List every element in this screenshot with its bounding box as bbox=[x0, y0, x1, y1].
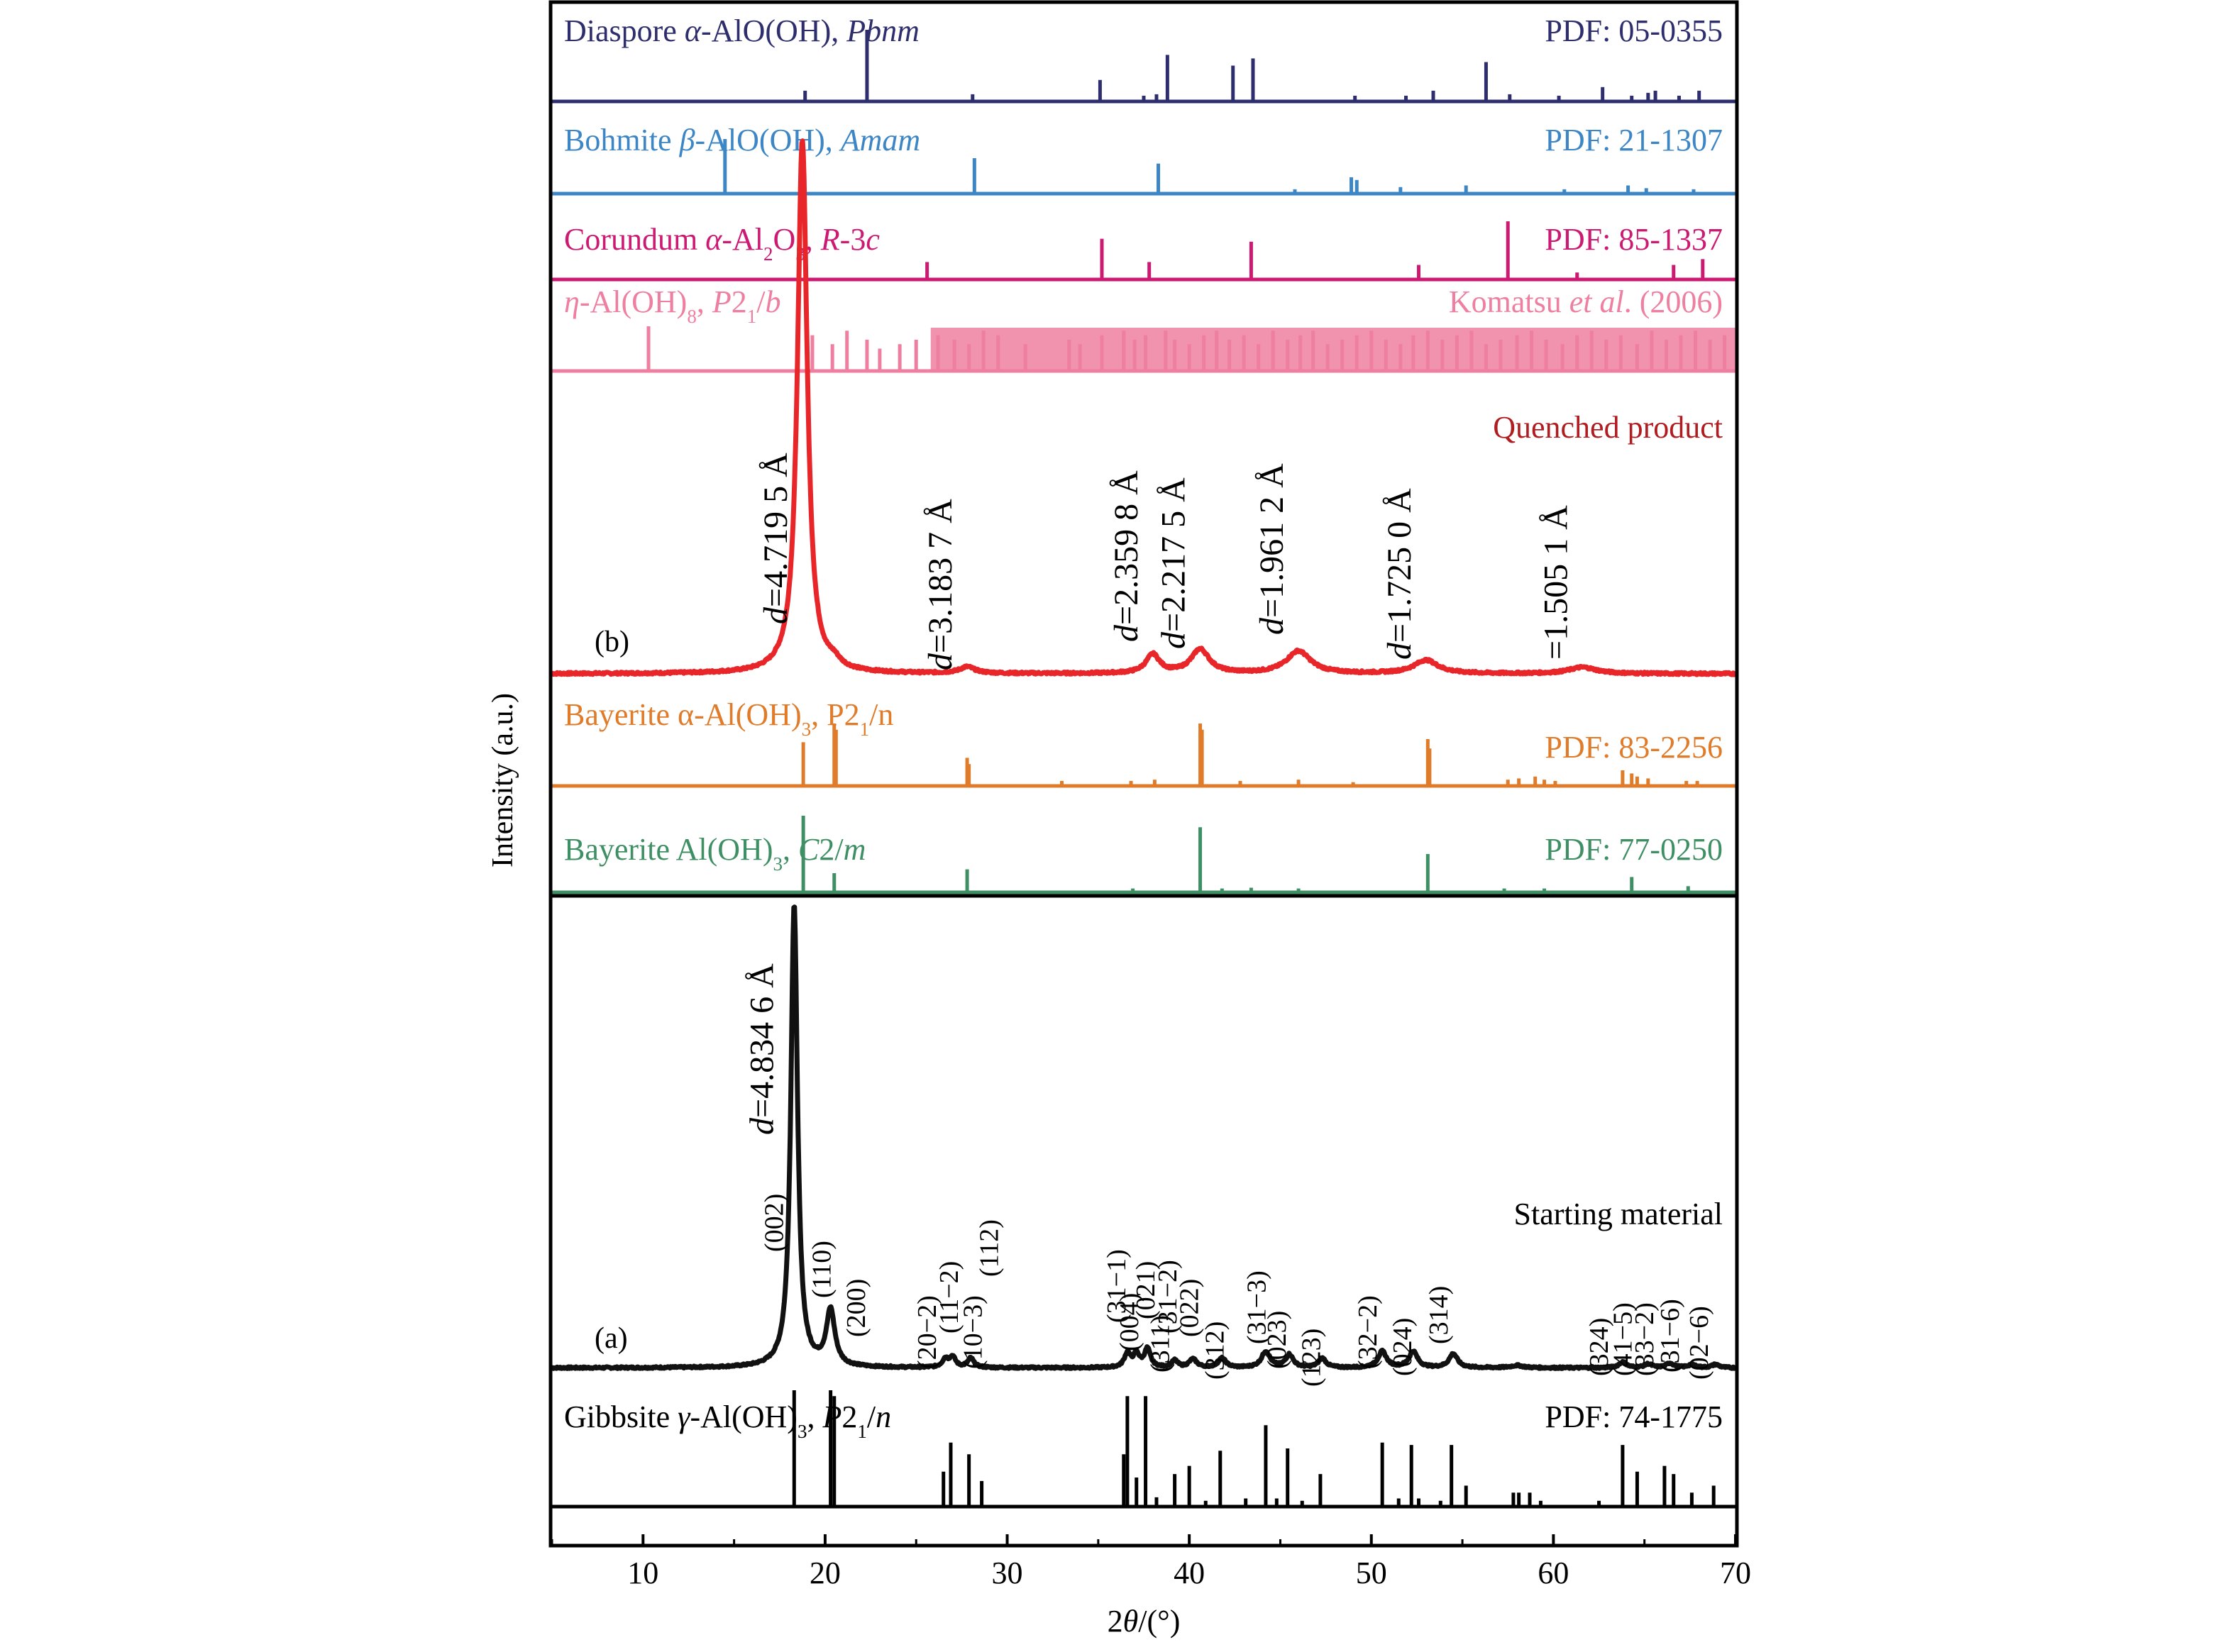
reference-gibbsite: Gibbsite γ-Al(OH)3, P21/n PDF: 74-1775 bbox=[552, 1390, 1735, 1509]
reference-eta: η-Al(OH)8, P21/b Komatsu et al. (2006) bbox=[552, 284, 1735, 373]
d-spacing-label: d=1.725 0 Å bbox=[1381, 488, 1418, 660]
d-spacing-label: d=4.719 5 Å bbox=[757, 453, 795, 624]
reference-pdf: PDF: 05-0355 bbox=[1545, 13, 1723, 48]
hkl-label: (023) bbox=[1262, 1311, 1292, 1369]
hkl-label: (314) bbox=[1424, 1286, 1454, 1344]
x-tick-label: 60 bbox=[1538, 1556, 1569, 1590]
series-line bbox=[550, 904, 1738, 1371]
d-spacing-label: d=4.834 6 Å bbox=[743, 963, 780, 1135]
x-tick-label: 20 bbox=[810, 1556, 841, 1590]
y-axis-label: Intensity (a.u.) bbox=[487, 693, 519, 867]
hkl-label: (022) bbox=[1175, 1279, 1205, 1337]
diffraction-curves: Quenched product (b) Starting material (a) bbox=[550, 138, 1738, 1371]
reference-corundum: Corundum α-Al2O3, R-3c PDF: 85-1337 bbox=[552, 221, 1735, 282]
hkl-label: (002) bbox=[760, 1194, 790, 1252]
x-tick-label: 10 bbox=[627, 1556, 658, 1590]
bottom-panel-frame bbox=[548, 894, 1739, 1548]
reference-label: Gibbsite γ-Al(OH)3, P21/n bbox=[564, 1399, 891, 1442]
reference-pdf: PDF: 21-1307 bbox=[1545, 123, 1723, 157]
hkl-label: (112) bbox=[974, 1219, 1004, 1277]
reference-label: Bohmite β-AlO(OH), Amam bbox=[564, 123, 920, 157]
hkl-label: (33−2) bbox=[1630, 1302, 1660, 1376]
panel-tag: (b) bbox=[595, 626, 629, 658]
reference-label: Bayerite α-Al(OH)3, P21/n bbox=[564, 697, 893, 740]
reference-bayerite_c2m: Bayerite Al(OH)3, C2/m PDF: 77-0250 bbox=[552, 816, 1735, 894]
reference-pdf: Komatsu et al. (2006) bbox=[1449, 284, 1723, 319]
reference-band bbox=[930, 328, 1735, 371]
reference-pdf: PDF: 77-0250 bbox=[1545, 832, 1723, 867]
hkl-label: (31−1) bbox=[1102, 1249, 1132, 1323]
d-spacing-label: d=2.217 5 Å bbox=[1155, 477, 1193, 649]
reference-pdf: PDF: 83-2256 bbox=[1545, 730, 1723, 765]
d-spacing-label: d=2.359 8 Å bbox=[1108, 470, 1145, 642]
series-name: Starting material bbox=[1514, 1197, 1723, 1231]
hkl-label: (02−6) bbox=[1684, 1306, 1714, 1380]
hkl-label: (10−3) bbox=[958, 1295, 988, 1369]
reference-label: Corundum α-Al2O3, R-3c bbox=[564, 222, 880, 265]
hkl-label: (312) bbox=[1201, 1321, 1230, 1380]
series-starting: Starting material (a) bbox=[550, 904, 1738, 1371]
panel-tag: (a) bbox=[595, 1322, 628, 1355]
reference-pdf: PDF: 85-1337 bbox=[1545, 222, 1723, 257]
x-tick-label: 30 bbox=[992, 1556, 1023, 1590]
hkl-label: (31−6) bbox=[1655, 1299, 1685, 1373]
hkl-label: (123) bbox=[1297, 1329, 1327, 1387]
hkl-label: (311) bbox=[1146, 1315, 1176, 1373]
x-tick-label: 50 bbox=[1356, 1556, 1387, 1590]
hkl-label: (41−5) bbox=[1608, 1302, 1638, 1376]
hkl-label: (024) bbox=[1388, 1318, 1418, 1376]
reference-label: Bayerite Al(OH)3, C2/m bbox=[564, 832, 866, 875]
x-axis: 10 20 30 40 50 60 70 bbox=[551, 1534, 1751, 1590]
hkl-label: (110) bbox=[807, 1241, 837, 1298]
hkl-label: (32−2) bbox=[1353, 1295, 1383, 1369]
x-axis-label: 2θ/(°) bbox=[1108, 1604, 1181, 1639]
reference-bayerite_p21n: Bayerite α-Al(OH)3, P21/n PDF: 83-2256 bbox=[552, 697, 1735, 788]
reference-diaspore: Diaspore α-AlO(OH), Pbnm PDF: 05-0355 bbox=[552, 13, 1735, 104]
d-spacing-label: =1.505 1 Å bbox=[1537, 505, 1574, 660]
hkl-label: (11−2) bbox=[934, 1261, 964, 1334]
reference-bohmite: Bohmite β-AlO(OH), Amam PDF: 21-1307 bbox=[552, 123, 1735, 196]
d-spacing-label: d=1.961 2 Å bbox=[1253, 463, 1291, 635]
x-tick-label: 40 bbox=[1174, 1556, 1205, 1590]
reference-label: η-Al(OH)8, P21/b bbox=[564, 284, 780, 327]
series-line bbox=[550, 138, 1738, 677]
peak-annotations: d=4.719 5 Å d=3.183 7 Å d=2.359 8 Å d=2.217… bbox=[743, 453, 1714, 1387]
d-spacing-label: d=3.183 7 Å bbox=[922, 499, 959, 670]
hkl-label: (200) bbox=[841, 1279, 871, 1337]
series-name: Quenched product bbox=[1493, 410, 1723, 445]
hkl-label: (20−2) bbox=[912, 1295, 942, 1369]
hkl-label: (31−2) bbox=[1153, 1260, 1183, 1334]
hkl-label: (021) bbox=[1131, 1261, 1161, 1319]
hkl-label: (31−3) bbox=[1242, 1270, 1272, 1344]
hkl-label: (004) bbox=[1115, 1293, 1144, 1351]
hkl-label: (324) bbox=[1584, 1318, 1614, 1376]
reference-pdf: PDF: 74-1775 bbox=[1545, 1399, 1723, 1434]
reference-label: Diaspore α-AlO(OH), Pbnm bbox=[564, 13, 920, 48]
x-tick-label: 70 bbox=[1720, 1556, 1751, 1590]
reference-patterns: Diaspore α-AlO(OH), Pbnm PDF: 05-0355 Bohm… bbox=[552, 13, 1735, 1509]
series-quenched: Quenched product (b) bbox=[550, 138, 1738, 677]
